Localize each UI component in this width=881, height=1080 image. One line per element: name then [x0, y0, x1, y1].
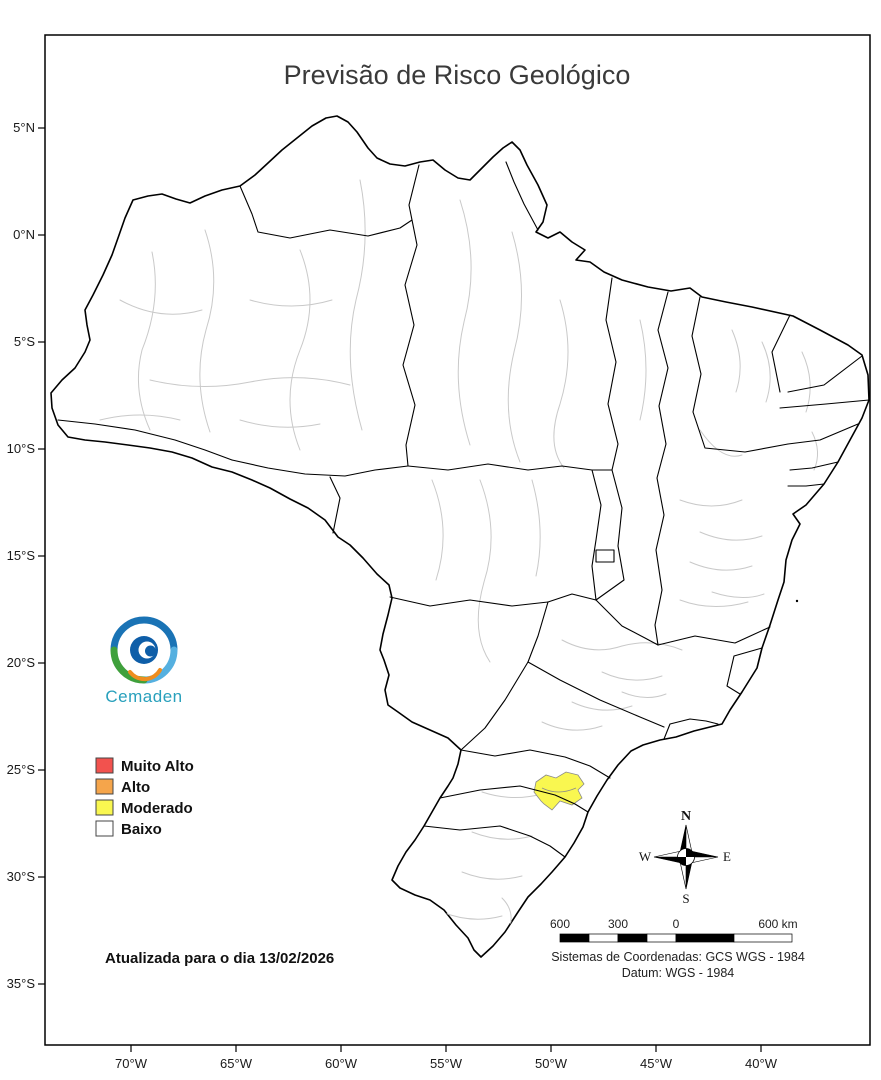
lat-tick-label: 10°S [7, 441, 36, 456]
lat-tick-label: 0°N [13, 227, 35, 242]
municipal-boundaries [99, 179, 818, 937]
risk-legend: Muito Alto Alto Moderado Baixo [95, 757, 194, 838]
latitude-axis: 5°N 0°N 5°S 10°S 15°S 20°S 25°S 30°S 35°… [7, 120, 45, 991]
compass-south-label: S [682, 891, 689, 906]
lon-tick-label: 65°W [220, 1056, 253, 1071]
lat-tick-label: 35°S [7, 976, 36, 991]
lat-tick-label: 30°S [7, 869, 36, 884]
logo-eye-pupil [145, 645, 156, 657]
risk-region-inner-boundary [541, 787, 577, 793]
scale-label-600: 600 [550, 917, 570, 931]
lat-tick-label: 5°S [14, 334, 35, 349]
state-boundaries [57, 161, 870, 858]
update-note: Atualizada para o dia 13/02/2026 [105, 950, 334, 967]
legend-swatch-moderado [95, 799, 114, 816]
scale-label-600km: 600 km [758, 917, 797, 931]
lon-tick-label: 40°W [745, 1056, 778, 1071]
map-frame [44, 34, 871, 1046]
logo-orange-arc [128, 668, 162, 682]
risk-region-moderado [533, 771, 585, 811]
legend-swatch-alto [95, 778, 114, 795]
brazil-outline [50, 115, 870, 958]
datum-text: Datum: WGS - 1984 [622, 966, 735, 980]
legend-label-muito-alto: Muito Alto [121, 758, 194, 775]
legend-label-moderado: Moderado [121, 800, 193, 817]
lon-tick-label: 55°W [430, 1056, 463, 1071]
cemaden-logo: Cemaden [105, 616, 182, 706]
lat-tick-label: 20°S [7, 655, 36, 670]
legend-label-baixo: Baixo [121, 821, 162, 838]
lon-tick-label: 45°W [640, 1056, 673, 1071]
logo-wordmark: Cemaden [105, 687, 182, 706]
legend-label-alto: Alto [121, 779, 150, 796]
scale-bar: 600 300 0 600 km [550, 917, 798, 943]
longitude-axis: 70°W 65°W 60°W 55°W 50°W 45°W 40°W [115, 1045, 778, 1071]
lat-tick-label: 25°S [7, 762, 36, 777]
lat-tick-label: 15°S [7, 548, 36, 563]
lon-tick-label: 50°W [535, 1056, 568, 1071]
lat-tick-label: 5°N [13, 120, 35, 135]
compass-rose: N S E W [639, 809, 731, 906]
risk-region-shape [533, 771, 585, 811]
island-dot [795, 599, 799, 603]
scale-label-300: 300 [608, 917, 628, 931]
legend-swatch-muito-alto [95, 757, 114, 774]
scale-label-0: 0 [673, 917, 680, 931]
legend-swatch-baixo [95, 820, 114, 837]
compass-north-label: N [681, 809, 691, 824]
lon-tick-label: 70°W [115, 1056, 148, 1071]
compass-east-label: E [723, 849, 731, 864]
projection-info: Sistemas de Coordenadas: GCS WGS - 1984 … [551, 950, 805, 980]
logo-blue-arc [110, 616, 178, 654]
lon-tick-label: 60°W [325, 1056, 358, 1071]
compass-west-label: W [639, 849, 652, 864]
coordinate-system-text: Sistemas de Coordenadas: GCS WGS - 1984 [551, 950, 805, 964]
page-title: Previsão de Risco Geológico [284, 60, 631, 90]
distrito-federal-outline [595, 549, 615, 563]
